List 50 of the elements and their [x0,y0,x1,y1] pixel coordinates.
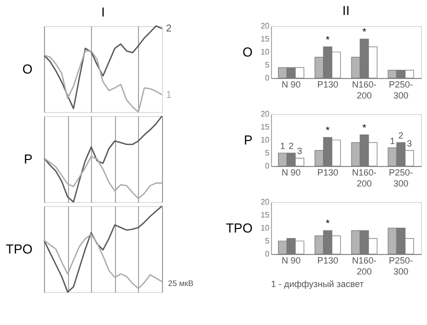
x-tick-label: N160-200 [352,168,377,188]
annotation: * [326,125,330,136]
x-tick-label: N 90 [282,80,301,90]
x-tick-label: P130 [317,168,338,178]
x-tick-label: N160-200 [352,256,377,276]
series-label: 1 [280,141,286,151]
y-tick-label: 0 [265,74,270,82]
y-tick-label: 5 [265,60,270,70]
y-tick-label: 10 [260,136,270,144]
y-tick-label: 20 [260,22,270,30]
y-axis-title: TPO [226,220,253,236]
y-tick-label: 15 [260,210,270,220]
x-tick-label: P130 [317,80,338,90]
text: 2 [398,130,404,141]
annotation: * [362,122,366,134]
series-label: 1 [166,90,172,101]
series-label: 3 [297,146,302,156]
x-tick-label: N 90 [282,168,301,178]
y-axis-title: P [244,132,253,148]
y-tick-label: 20 [260,110,270,118]
y-tick-label: 5 [265,148,270,158]
series-label: 2 [166,24,172,35]
y-tick-label: 5 [265,236,270,246]
y-tick-label: 15 [260,122,270,132]
y-axis-title: O [22,62,32,76]
x-tick-label: P130 [317,256,338,266]
x-tick-label: P250-300 [388,80,413,100]
text: 25 мкВ [168,279,194,288]
chart-title: II [342,3,350,18]
text: 1 - диффузный засвет [271,279,364,289]
annotation: * [326,34,330,46]
annotation: * [326,218,330,230]
y-tick-label: 0 [265,250,270,258]
text: 1 [390,136,395,146]
x-tick-label: N 90 [282,256,301,266]
y-axis-title: O [242,44,253,60]
x-tick-label: P250-300 [388,168,413,188]
chart-title: I [101,4,105,20]
series-label: 2 [288,141,294,151]
x-tick-label: P250-300 [388,256,413,276]
y-tick-label: 15 [260,34,270,44]
y-tick-label: 0 [265,162,270,170]
x-tick-label: N160-200 [352,80,377,100]
y-tick-label: 10 [260,224,270,232]
annotation: * [362,27,366,38]
y-tick-label: 20 [260,198,270,206]
y-axis-title: TPO [6,242,32,256]
text: 3 [406,138,412,148]
y-tick-label: 10 [260,48,270,56]
y-axis-title: P [24,152,32,166]
